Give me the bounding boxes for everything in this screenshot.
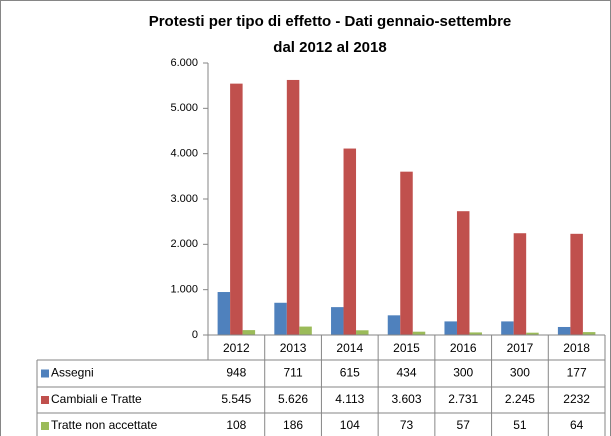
bar xyxy=(557,326,571,335)
bar xyxy=(230,83,243,335)
bar xyxy=(217,292,231,335)
bar xyxy=(501,321,514,335)
table-value: 73 xyxy=(400,418,414,432)
table-value: 615 xyxy=(340,366,360,380)
table-value: 186 xyxy=(283,418,303,432)
bar xyxy=(456,211,470,335)
x-tick-label: 2014 xyxy=(336,341,363,355)
bar xyxy=(356,330,369,335)
legend-label: Cambiali e Tratte xyxy=(51,392,142,406)
bar xyxy=(343,148,357,335)
legend-label: Assegni xyxy=(51,366,94,380)
bar xyxy=(387,315,401,335)
table-value: 104 xyxy=(340,418,360,432)
legend-swatch xyxy=(41,369,49,378)
table-value: 108 xyxy=(226,418,246,432)
chart-title: Protesti per tipo di effetto - Dati genn… xyxy=(149,13,512,30)
table-value: 5.545 xyxy=(221,392,251,406)
bar xyxy=(274,302,287,335)
legend-swatch xyxy=(41,396,49,404)
table-value: 434 xyxy=(396,366,416,380)
table-value: 300 xyxy=(453,366,473,380)
bar xyxy=(400,171,413,335)
table-value: 2232 xyxy=(563,392,590,406)
bar xyxy=(412,331,426,335)
table-value: 5.626 xyxy=(278,392,308,406)
x-tick-label: 2012 xyxy=(223,341,250,355)
y-tick-label: 2.000 xyxy=(170,238,198,250)
bar xyxy=(582,332,596,335)
table-value: 2.731 xyxy=(448,392,478,406)
bar xyxy=(286,79,300,335)
y-tick-label: 1.000 xyxy=(170,284,198,296)
bar xyxy=(526,332,539,335)
table-value: 64 xyxy=(570,418,584,432)
bar xyxy=(469,332,482,335)
table-value: 177 xyxy=(567,366,587,380)
legend-label: Tratte non accettate xyxy=(51,418,158,432)
y-tick-label: 0 xyxy=(192,329,198,341)
table-value: 4.113 xyxy=(335,392,364,406)
table-value: 57 xyxy=(457,418,471,432)
y-tick-label: 3.000 xyxy=(170,193,198,205)
table-value: 3.603 xyxy=(391,392,421,406)
x-tick-label: 2013 xyxy=(280,341,307,355)
x-tick-label: 2016 xyxy=(450,341,477,355)
bar xyxy=(513,233,527,335)
table-value: 711 xyxy=(284,366,303,380)
y-tick-label: 6.000 xyxy=(170,57,198,69)
table-value: 51 xyxy=(513,418,527,432)
table-value: 300 xyxy=(510,366,530,380)
x-tick-label: 2018 xyxy=(563,341,590,355)
y-tick-label: 5.000 xyxy=(170,102,198,114)
table-value: 948 xyxy=(226,366,246,380)
bar xyxy=(299,326,312,335)
bar xyxy=(242,330,256,335)
x-tick-label: 2017 xyxy=(507,341,534,355)
table-value: 2.245 xyxy=(505,392,535,406)
bar xyxy=(331,307,344,335)
x-tick-label: 2015 xyxy=(393,341,420,355)
legend-swatch xyxy=(41,422,49,430)
bar xyxy=(570,233,583,335)
bar xyxy=(444,321,457,335)
y-tick-label: 4.000 xyxy=(170,148,198,160)
chart-subtitle: dal 2012 al 2018 xyxy=(273,39,386,56)
